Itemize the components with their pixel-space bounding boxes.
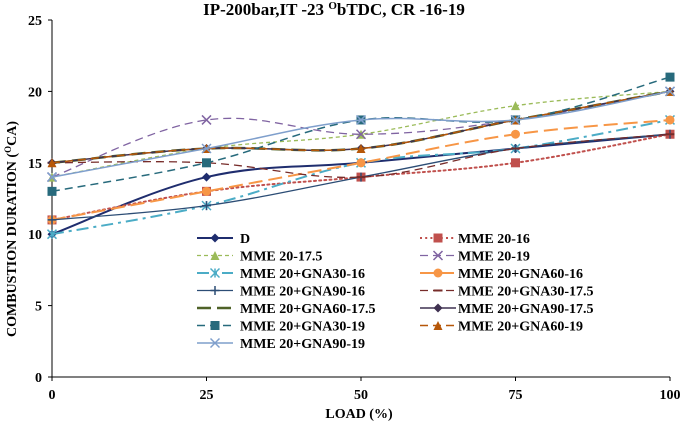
y-axis-title-superscript: O [3,146,13,153]
series-5 [47,115,675,225]
legend-marker [432,250,444,261]
data-point [356,144,366,154]
data-point [355,114,367,125]
series-layer [46,72,676,240]
legend-label: MME 20+GNA60-16 [458,267,583,282]
legend-marker [433,321,443,330]
legend-label: MME 20+GNA90-19 [240,337,365,352]
series-line [51,133,671,179]
x-tick-label: 75 [509,388,523,403]
legend-label: MME 20+GNA60-17.5 [240,302,376,317]
x-tick-label: 25 [200,388,214,403]
y-tick-label: 10 [28,228,42,243]
legend-marker [210,251,220,260]
legend-entry: MME 20+GNA60-16 [420,267,583,282]
legend-label: MME 20+GNA90-16 [240,285,365,300]
legend-entry: MME 20-17.5 [197,250,322,265]
legend-marker [209,337,221,349]
legend-entry: MME 20+GNA60-19 [420,320,583,335]
legend-entry: MME 20+GNA60-17.5 [197,302,376,317]
legend-entry: MME 20+GNA90-16 [197,285,365,300]
data-point [510,114,521,125]
data-point [201,114,212,125]
chart-title-rest: bTDC, CR -16-19 [337,0,465,19]
legend-marker [433,303,443,313]
series-line [51,90,671,164]
legend-marker [210,233,220,243]
x-tick-label: 0 [49,388,56,403]
legend-marker [209,267,221,279]
legend-entry: MME 20+GNA90-17.5 [420,302,594,317]
y-tick-label: 0 [35,371,42,386]
series-line [51,118,671,221]
data-point [511,101,520,111]
y-tick-label: 15 [28,157,42,172]
y-axis-title-main: COMBUSTION DURATION ( [5,153,20,337]
chart-title-main: IP-200bar,IT -23 [203,0,328,19]
y-axis-title: COMBUSTION DURATION (OCA) [3,121,20,337]
y-tick-label: 5 [35,300,42,315]
data-point [511,158,520,168]
data-point [47,186,57,196]
y-tick-label: 25 [28,14,42,29]
legend-entry: MME 20+GNA30-19 [197,320,365,335]
data-point [47,215,57,225]
series-7 [47,133,675,179]
data-point [665,115,675,125]
legend-marker [433,233,443,243]
y-tick-label: 20 [28,85,42,100]
data-point [665,72,675,82]
legend-entry: D [197,232,250,247]
x-axis-title: LOAD (%) [325,407,393,422]
x-tick-label: 50 [354,388,368,403]
legend-entry: MME 20+GNA30-16 [197,267,365,282]
data-point [356,158,366,168]
chart-title-superscript: O [328,0,337,12]
legend-label: D [240,232,250,247]
legend-entry: MME 20-16 [420,232,530,247]
legend-entry: MME 20-19 [420,250,530,265]
data-point [47,158,57,168]
data-point [202,201,211,211]
legend-label: MME 20-19 [458,250,530,265]
data-point [202,158,211,168]
data-point [202,172,211,182]
legend-label: MME 20-16 [458,232,530,247]
y-axis-title-rest: CA) [5,121,20,146]
legend-label: MME 20+GNA30-19 [240,320,365,335]
x-tick-label: 100 [660,388,681,403]
legend: D MME 20-16 MME 20-17.5 MME 20-19 MME 20+GNA… [197,232,594,352]
legend-label: MME 20+GNA60-19 [458,320,583,335]
chart-title: IP-200bar,IT -23 ObTDC, CR -16-19 [203,0,465,19]
axes: 0 5 10 15 20 25 0 25 50 75 100 [28,14,681,403]
legend-entry: MME 20+GNA30-17.5 [420,285,594,300]
data-point [355,129,367,140]
series-12 [46,86,676,183]
legend-marker [210,286,220,295]
data-point [46,229,58,240]
series-3 [46,86,676,183]
data-point [511,129,520,139]
legend-label: MME 20+GNA30-16 [240,267,365,282]
data-point [664,86,676,97]
legend-marker [210,321,220,330]
data-point [201,143,212,154]
data-point [46,172,58,183]
series-line [51,90,671,178]
legend-label: MME 20+GNA30-17.5 [458,285,594,300]
data-point [202,186,211,196]
legend-label: MME 20-17.5 [240,250,322,265]
legend-label: MME 20+GNA90-17.5 [458,302,594,317]
legend-marker [433,268,443,278]
legend-entry: MME 20+GNA90-19 [197,337,365,352]
